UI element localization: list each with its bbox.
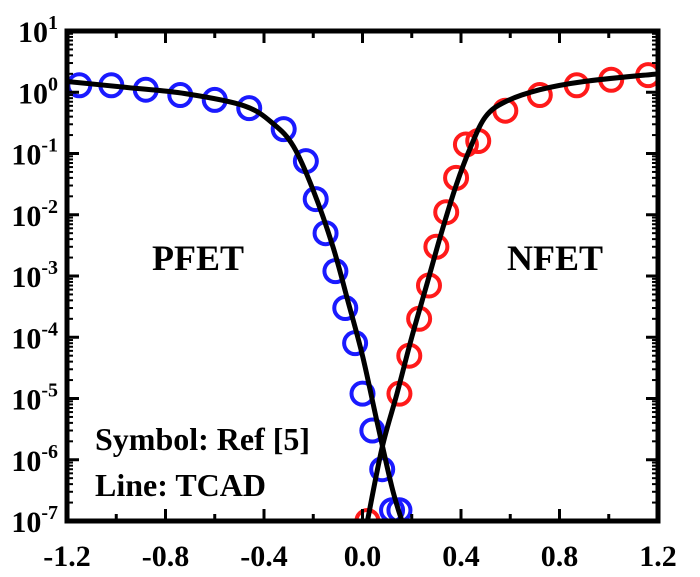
y-tick-base: 10 [18, 77, 48, 110]
y-tick-base: 10 [11, 200, 41, 233]
x-tick-label: -1.2 [43, 540, 91, 573]
pfet-point [359, 417, 386, 444]
y-tick-base: 10 [11, 261, 41, 294]
y-tick-label: 10-2 [11, 196, 58, 233]
x-tick-label: 0.0 [344, 540, 382, 573]
x-tick-label: 1.2 [639, 540, 677, 573]
pfet-point [236, 95, 263, 122]
line-legend-text: Line: TCAD [95, 467, 266, 503]
x-tick-labels: -1.2 -0.8 -0.4 0.0 0.4 0.8 1.2 [43, 540, 677, 573]
y-tick-exponent: -7 [41, 502, 58, 524]
y-tick-label: 10-5 [11, 380, 58, 417]
y-tick-label: 10-4 [11, 318, 58, 355]
x-tick-label: 0.4 [442, 540, 480, 573]
y-tick-exponent: -4 [41, 318, 58, 340]
y-tick-exponent: -3 [41, 257, 58, 279]
y-tick-exponent: -2 [41, 196, 58, 218]
y-tick-exponent: 1 [48, 12, 58, 34]
y-tick-exponent: 0 [48, 73, 58, 95]
y-tick-base: 10 [11, 322, 41, 355]
x-tick-label: 0.8 [541, 540, 579, 573]
y-tick-label: 10-3 [11, 257, 58, 294]
plot-area [67, 62, 658, 521]
nfet-tcad-line [364, 71, 658, 521]
symbol-legend-text: Symbol: Ref [5] [95, 421, 310, 457]
pfet-label: PFET [152, 238, 244, 278]
x-tick-label: -0.8 [142, 540, 190, 573]
y-tick-label: 10-6 [11, 441, 58, 478]
y-tick-base: 10 [11, 445, 41, 478]
nfet-label: NFET [507, 238, 603, 278]
y-tick-exponent: -1 [41, 135, 58, 157]
pfet-point [302, 186, 329, 213]
pfet-point [386, 497, 413, 521]
pfet-point [379, 497, 406, 521]
y-tick-label: 10-1 [11, 135, 58, 172]
ticks [65, 29, 660, 523]
y-tick-label: 100 [18, 73, 58, 110]
y-tick-base: 10 [11, 384, 41, 417]
y-tick-base: 10 [11, 506, 41, 539]
y-tick-exponent: -5 [41, 380, 58, 402]
pfet-point [270, 116, 297, 143]
y-tick-exponent: -6 [41, 441, 58, 463]
y-tick-base: 10 [18, 16, 48, 49]
y-tick-base: 10 [11, 139, 41, 172]
pfet-tcad-line [67, 78, 405, 521]
y-tick-label: 101 [18, 12, 58, 49]
y-tick-label: 10-7 [11, 502, 58, 539]
x-tick-label: -0.4 [240, 540, 288, 573]
